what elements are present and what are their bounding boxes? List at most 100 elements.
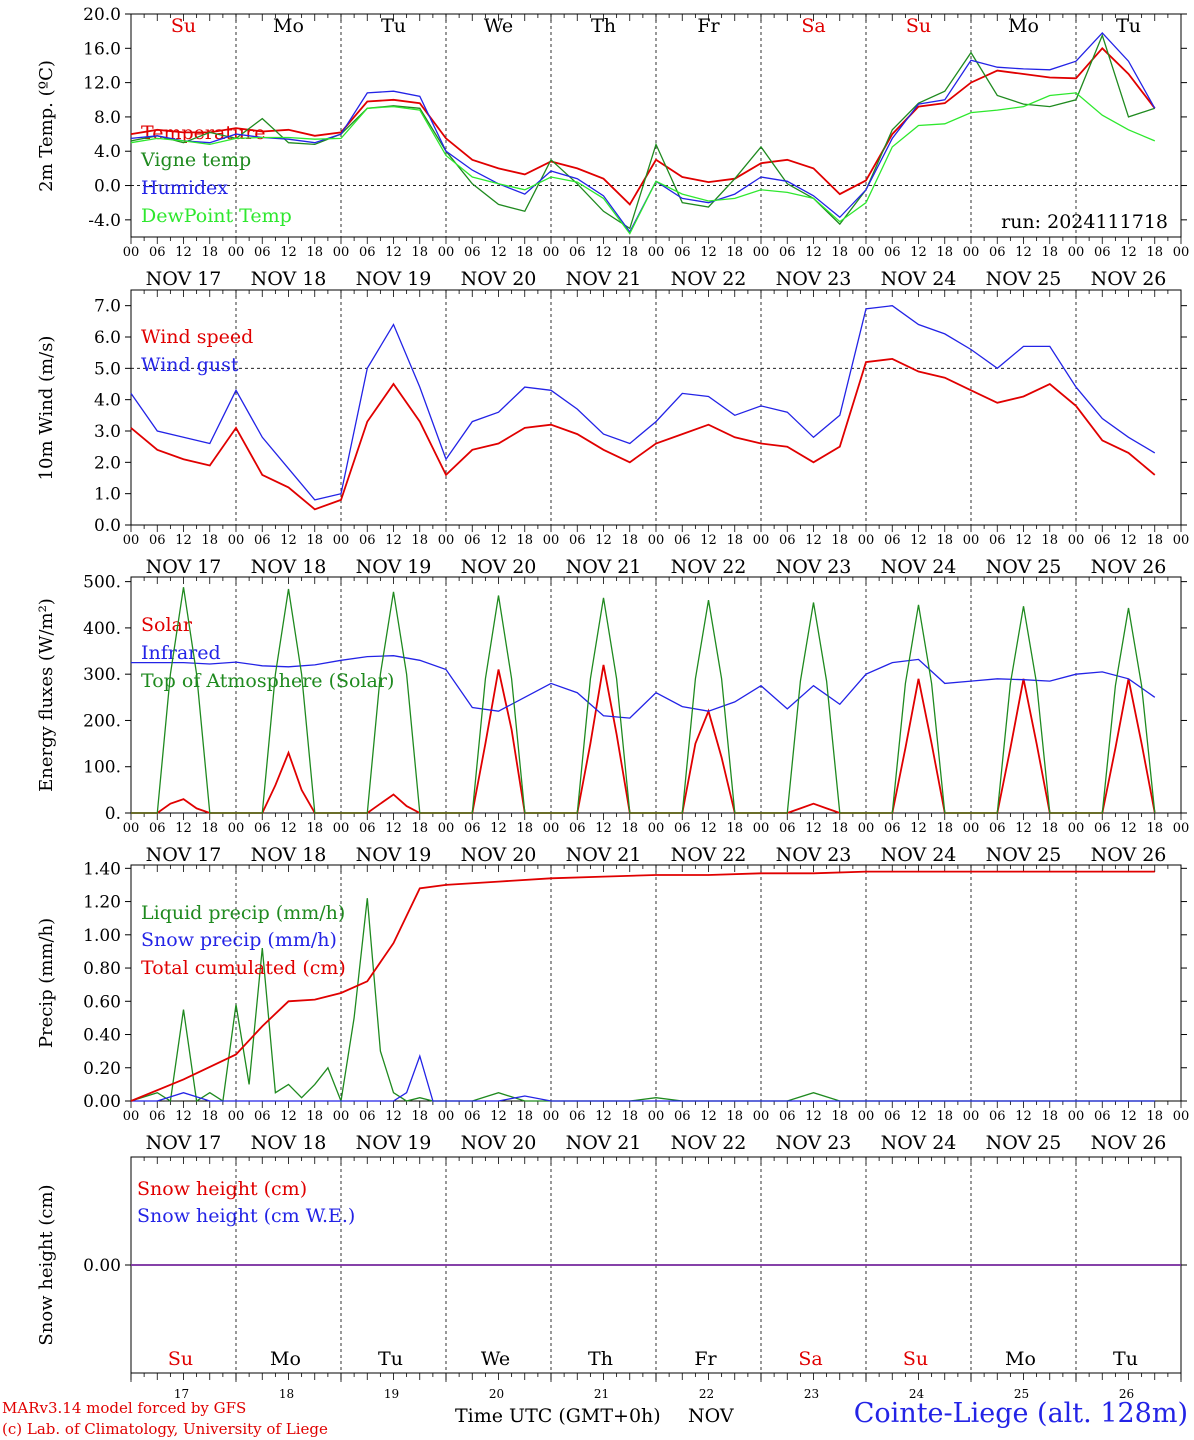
y-tick-label: 0.40 <box>83 1026 121 1046</box>
date-label: NOV 24 <box>881 556 957 578</box>
hour-label: 18 <box>936 821 953 836</box>
hour-label: 18 <box>831 821 848 836</box>
date-label: NOV 23 <box>776 268 852 290</box>
series-line-infrared <box>131 655 1156 719</box>
date-label: NOV 18 <box>251 844 327 866</box>
y-tick-label: 0.20 <box>83 1059 121 1079</box>
hour-label: 12 <box>385 245 402 260</box>
hour-label: 00 <box>1068 245 1085 260</box>
hour-label: 12 <box>1015 821 1032 836</box>
hour-label: 12 <box>595 821 612 836</box>
hour-label: 18 <box>621 1109 638 1124</box>
day-abbrev-top: Tu <box>381 15 406 37</box>
hour-label: 18 <box>936 1109 953 1124</box>
legend-wind-speed: Wind speed <box>141 326 253 348</box>
day-number: 22 <box>699 1387 714 1401</box>
hour-label: 18 <box>1146 533 1163 548</box>
hour-label: 12 <box>1120 245 1137 260</box>
hour-label: 00 <box>123 533 140 548</box>
day-abbrev-top: Mo <box>273 15 304 37</box>
legend-humidex: Humidex <box>141 177 228 199</box>
date-label: NOV 20 <box>461 1132 537 1154</box>
hour-label: 00 <box>543 245 560 260</box>
hour-label: 12 <box>910 821 927 836</box>
date-label: NOV 23 <box>776 556 852 578</box>
series-line-dewpoint-temp <box>130 92 1156 235</box>
hour-label: 12 <box>1120 1109 1137 1124</box>
date-label: NOV 19 <box>356 1132 432 1154</box>
day-abbrev-top: Mo <box>1008 15 1039 37</box>
hour-label: 00 <box>753 245 770 260</box>
hour-label: 00 <box>228 533 245 548</box>
legend-liquid-precip-mm-h-: Liquid precip (mm/h) <box>141 902 345 924</box>
panel-frame <box>130 13 1182 238</box>
legend-snow-height-cm-w-e-: Snow height (cm W.E.) <box>137 1205 355 1227</box>
legend-snow-height-cm-: Snow height (cm) <box>137 1178 307 1200</box>
hour-label: 00 <box>123 1109 140 1124</box>
y-tick-label: 6.0 <box>94 328 121 348</box>
hour-label: 06 <box>569 821 586 836</box>
day-number: 19 <box>384 1387 399 1401</box>
date-label: NOV 19 <box>356 844 432 866</box>
hour-label: 06 <box>464 821 481 836</box>
hour-label: 12 <box>700 821 717 836</box>
hour-label: 06 <box>674 533 691 548</box>
hour-label: 12 <box>700 245 717 260</box>
hour-label: 06 <box>1094 533 1111 548</box>
hour-label: 12 <box>175 1109 192 1124</box>
date-label: NOV 23 <box>776 1132 852 1154</box>
y-tick-label: 100. <box>83 758 121 778</box>
hour-label: 18 <box>1041 1109 1058 1124</box>
hour-label: 00 <box>228 821 245 836</box>
hour-label: 00 <box>858 533 875 548</box>
day-number: 26 <box>1119 1387 1134 1401</box>
y-tick-label: 300. <box>83 665 121 685</box>
hour-label: 06 <box>464 1109 481 1124</box>
legend-temperature: Temperature <box>141 122 265 144</box>
y-tick-label: 2.0 <box>94 453 121 473</box>
legend-infrared: Infrared <box>141 642 221 664</box>
hour-label: 18 <box>306 821 323 836</box>
hour-label: 12 <box>910 1109 927 1124</box>
hour-label: 06 <box>989 821 1006 836</box>
hour-label: 12 <box>1120 821 1137 836</box>
hour-label: 06 <box>779 533 796 548</box>
credit-line-1: MARv3.14 model forced by GFS <box>2 1399 247 1417</box>
day-abbrev-bottom: Su <box>168 1348 193 1370</box>
day-abbrev-top: Fr <box>697 15 720 37</box>
hour-label: 00 <box>753 821 770 836</box>
y-tick-label: 0.60 <box>83 992 121 1012</box>
hour-label: 18 <box>726 245 743 260</box>
hour-label: 18 <box>831 533 848 548</box>
hour-label: 06 <box>884 1109 901 1124</box>
date-label: NOV 25 <box>986 556 1062 578</box>
y-tick-label: 500. <box>83 573 121 593</box>
series-line-snow-precip-mm-h- <box>131 1054 1155 1102</box>
day-abbrev-bottom: Tu <box>1113 1348 1138 1370</box>
y-tick-label: 400. <box>83 619 121 639</box>
date-label: NOV 20 <box>461 268 537 290</box>
hour-label: 06 <box>359 245 376 260</box>
hour-label: 12 <box>385 821 402 836</box>
date-label: NOV 25 <box>986 1132 1062 1154</box>
hour-label: 18 <box>726 821 743 836</box>
hour-label: 00 <box>753 1109 770 1124</box>
hour-label: 12 <box>1015 1109 1032 1124</box>
hour-label: 06 <box>569 1109 586 1124</box>
hour-label: 12 <box>280 533 297 548</box>
date-label: NOV 26 <box>1091 1132 1167 1154</box>
hour-label: 18 <box>306 245 323 260</box>
day-abbrev-bottom: Su <box>903 1348 928 1370</box>
legend-snow-precip-mm-h-: Snow precip (mm/h) <box>141 929 337 951</box>
hour-label: 12 <box>385 533 402 548</box>
hour-label: 18 <box>726 533 743 548</box>
hour-label: 06 <box>884 245 901 260</box>
hour-label: 00 <box>858 1109 875 1124</box>
panel-5: 0.00 Snow height (cm) Snow height (cm) Snow… <box>36 1156 1187 1380</box>
series-line-temperature <box>130 46 1156 206</box>
y-tick-label: 1.00 <box>83 926 121 946</box>
hour-label: 06 <box>779 821 796 836</box>
hour-label: 06 <box>884 821 901 836</box>
y-tick-label: 16.0 <box>83 39 121 59</box>
hour-label: 18 <box>201 821 218 836</box>
